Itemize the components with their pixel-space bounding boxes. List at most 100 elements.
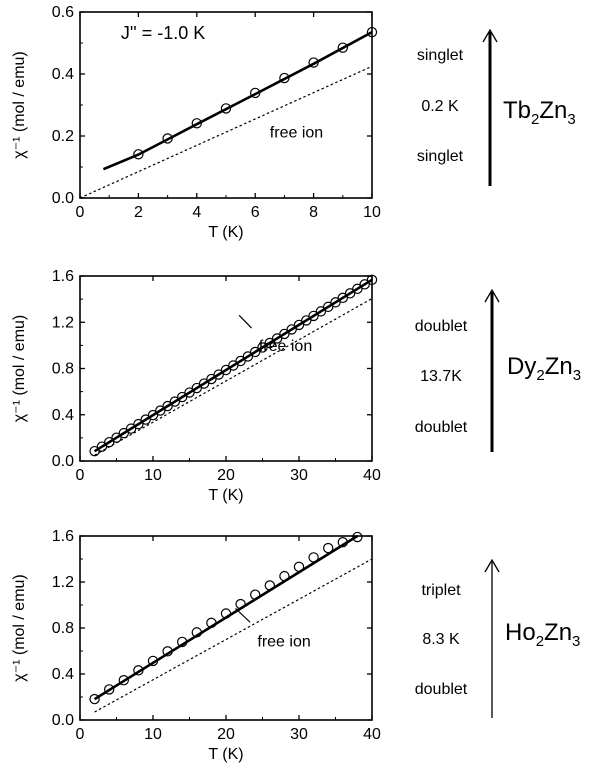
- data-point: [352, 283, 363, 295]
- data-point: [337, 42, 348, 53]
- data-point: [366, 26, 378, 38]
- data-point: [103, 684, 115, 695]
- formula-element: Zn: [545, 353, 573, 380]
- data-point: [264, 337, 275, 349]
- data-point: [228, 360, 239, 371]
- data-point: [133, 418, 144, 430]
- data-point: [140, 414, 151, 425]
- exchange-annotation: J'' = -1.0 K: [121, 23, 205, 43]
- compound-formula: Tb2Zn3: [503, 97, 576, 128]
- data-area: [89, 274, 378, 457]
- data-point: [213, 369, 224, 380]
- data-point: [352, 531, 363, 543]
- y-tick-label: 0.0: [52, 190, 74, 207]
- data-point: [315, 306, 327, 317]
- data-point: [162, 400, 173, 412]
- data-point: [198, 378, 210, 389]
- data-point: [184, 387, 195, 398]
- x-tick-label: 10: [363, 204, 381, 221]
- formula-element: Ho: [505, 619, 536, 646]
- lower-level-label: doublet: [415, 419, 468, 436]
- y-tick-label: 0.4: [52, 407, 74, 424]
- gap-label: 8.3 K: [422, 631, 460, 648]
- x-tick-label: 0: [76, 467, 85, 484]
- formula-subscript: 2: [536, 633, 544, 650]
- formula-element: Zn: [539, 97, 567, 124]
- x-axis-label: T (K): [208, 487, 243, 504]
- y-tick-label: 0.8: [52, 620, 74, 637]
- fit-line: [93, 534, 359, 701]
- compound-formula: Ho2Zn3: [505, 619, 580, 650]
- formula-element: Dy: [507, 353, 536, 380]
- data-point: [162, 133, 173, 144]
- gap-label: 13.7K: [420, 368, 462, 385]
- data-point: [235, 355, 246, 367]
- data-point: [330, 297, 341, 308]
- data-point: [366, 274, 378, 286]
- chart-panel-2: 0 10 20 30 40 0.0 0.4 0.8 1.2 1.6 T (K) χ⁻¹ (mol / …: [11, 268, 581, 504]
- data-point: [220, 364, 232, 376]
- formula-element: Zn: [544, 619, 572, 646]
- y-tick-label: 1.2: [52, 574, 74, 591]
- free-ion-line: [80, 65, 373, 198]
- x-tick-label: 0: [76, 204, 85, 221]
- free-ion-label: free ion: [257, 633, 310, 650]
- formula-subscript: 2: [536, 367, 544, 384]
- x-axis-label: T (K): [208, 224, 243, 241]
- data-point: [133, 149, 144, 160]
- x-tick-label: 8: [309, 204, 318, 221]
- data-point: [249, 346, 261, 358]
- lower-level-label: doublet: [415, 681, 468, 698]
- data-point: [96, 441, 108, 452]
- data-point: [169, 396, 181, 407]
- data-point: [301, 315, 312, 326]
- data-point: [155, 405, 166, 416]
- plot-frame: [79, 535, 373, 721]
- data-point: [323, 301, 334, 313]
- y-tick-label: 0.4: [52, 66, 74, 83]
- data-point: [293, 319, 305, 331]
- y-tick-label: 0.6: [52, 4, 74, 21]
- data-point: [337, 292, 348, 304]
- data-point: [220, 103, 232, 114]
- data-point: [286, 324, 297, 335]
- x-tick-label: 40: [363, 726, 381, 743]
- y-axis-label: χ⁻¹ (mol / emu): [11, 574, 28, 682]
- free-ion-label: free ion: [259, 338, 312, 355]
- x-tick-label: 2: [134, 204, 143, 221]
- x-tick-label: 30: [290, 726, 308, 743]
- lower-level-label: singlet: [417, 148, 464, 165]
- data-point: [118, 675, 130, 686]
- x-tick-label: 4: [192, 204, 201, 221]
- energy-arrow-head: [484, 558, 500, 573]
- fit-line: [93, 278, 373, 453]
- y-tick-label: 0.4: [52, 666, 74, 683]
- y-tick-label: 0.0: [52, 712, 74, 729]
- y-tick-label: 0.0: [52, 453, 74, 470]
- compound-formula: Dy2Zn3: [507, 353, 581, 384]
- formula-subscript: 3: [573, 367, 581, 384]
- free-ion-label: free ion: [270, 125, 323, 142]
- data-point: [344, 288, 356, 299]
- data-point: [359, 279, 370, 290]
- x-tick-label: 20: [217, 467, 235, 484]
- data-point: [176, 391, 188, 403]
- chart-panel-3: 0 10 20 30 40 0.0 0.4 0.8 1.2 1.6 T (K) χ⁻¹ (mol / …: [11, 528, 580, 763]
- data-point: [279, 328, 290, 340]
- y-tick-label: 0.2: [52, 128, 74, 145]
- y-tick-label: 1.2: [52, 314, 74, 331]
- data-point: [271, 333, 283, 344]
- x-tick-label: 0: [76, 726, 85, 743]
- upper-level-label: singlet: [417, 47, 464, 64]
- energy-arrow-head: [482, 28, 498, 43]
- data-point: [118, 427, 130, 439]
- formula-subscript: 3: [572, 633, 580, 650]
- upper-level-label: doublet: [415, 318, 468, 335]
- data-point: [89, 693, 100, 705]
- y-axis-label: χ⁻¹ (mol / emu): [11, 315, 28, 423]
- x-tick-label: 40: [363, 467, 381, 484]
- x-tick-label: 30: [290, 467, 308, 484]
- x-tick-label: 10: [144, 467, 162, 484]
- data-point: [89, 445, 100, 457]
